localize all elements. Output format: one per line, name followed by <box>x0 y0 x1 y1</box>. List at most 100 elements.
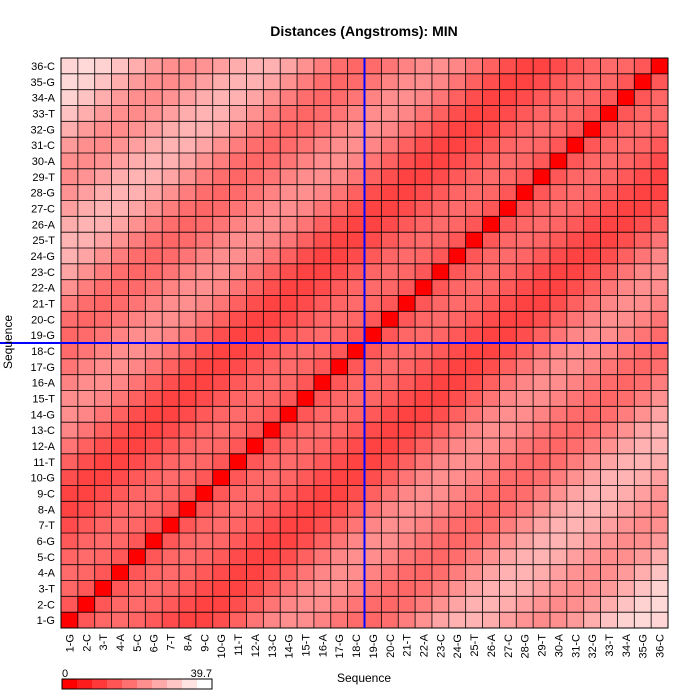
heatmap-cell <box>566 564 584 581</box>
heatmap-cell <box>516 343 534 359</box>
heatmap-cell <box>499 200 517 217</box>
heatmap-cell <box>212 406 230 423</box>
heatmap-cell <box>280 73 298 90</box>
heatmap-cell <box>566 311 584 328</box>
heatmap-cell <box>145 422 163 438</box>
heatmap-cell <box>128 153 146 169</box>
heatmap-cell <box>313 58 331 74</box>
heatmap-cell <box>566 295 584 312</box>
heatmap-cell <box>448 200 466 217</box>
heatmap-cell <box>263 73 281 90</box>
heatmap-cell <box>246 533 264 549</box>
heatmap-cell <box>651 564 668 581</box>
heatmap-cell <box>128 311 146 328</box>
heatmap-cell <box>516 390 534 407</box>
legend-swatch <box>92 679 108 689</box>
heatmap-cell <box>431 232 449 248</box>
heatmap-cell <box>111 121 129 138</box>
heatmap-cell <box>61 390 78 407</box>
heatmap-cell <box>128 501 146 518</box>
heatmap-cell <box>651 517 668 533</box>
heatmap-cell <box>280 184 298 201</box>
heatmap-cell <box>364 406 382 423</box>
heatmap-cell <box>212 232 230 248</box>
heatmap-cell <box>128 564 146 581</box>
heatmap-cell <box>566 422 584 438</box>
heatmap-cell <box>415 533 432 549</box>
heatmap-cell <box>482 137 500 153</box>
y-tick-label: 3-T <box>39 583 56 595</box>
heatmap-cell <box>347 548 365 565</box>
heatmap-cell <box>415 311 432 328</box>
heatmap-cell <box>448 533 466 549</box>
heatmap-cell <box>94 58 112 74</box>
heatmap-cell <box>128 533 146 549</box>
heatmap-cell <box>499 580 517 597</box>
heatmap-cell <box>364 485 382 502</box>
heatmap-cell <box>179 248 196 264</box>
heatmap-cell <box>94 406 112 423</box>
heatmap-cell <box>617 263 635 280</box>
heatmap-cell <box>313 279 331 296</box>
heatmap-cell <box>179 406 196 423</box>
heatmap-cell <box>246 216 264 233</box>
heatmap-cell <box>263 153 281 169</box>
heatmap-cell <box>600 564 618 581</box>
heatmap-cell <box>549 596 567 613</box>
heatmap-cell <box>482 596 500 613</box>
heatmap-cell <box>617 295 635 312</box>
heatmap-cell <box>128 121 146 138</box>
heatmap-cell <box>297 422 314 438</box>
heatmap-cell <box>179 58 196 74</box>
heatmap-cell <box>482 548 500 565</box>
heatmap-cell <box>246 453 264 470</box>
heatmap-cell <box>128 485 146 502</box>
heatmap-cell <box>179 327 196 343</box>
y-tick-label: 26-A <box>32 219 56 231</box>
heatmap-cell <box>549 184 567 201</box>
heatmap-cell <box>128 248 146 264</box>
heatmap-cell <box>482 200 500 217</box>
heatmap-cell <box>448 596 466 613</box>
heatmap-cell <box>77 327 95 343</box>
heatmap-cell <box>398 438 416 454</box>
heatmap-cell <box>128 612 146 628</box>
heatmap-cell <box>212 438 230 454</box>
heatmap-cell <box>229 168 247 185</box>
heatmap-cell <box>617 358 635 375</box>
heatmap-cell <box>398 168 416 185</box>
heatmap-cell <box>465 374 483 391</box>
y-tick-label: 34-A <box>32 93 56 105</box>
heatmap-cell <box>415 153 432 169</box>
heatmap-cell <box>330 343 348 359</box>
heatmap-cell <box>61 311 78 328</box>
heatmap-cell <box>364 564 382 581</box>
heatmap-cell <box>533 374 550 391</box>
heatmap-cell <box>431 422 449 438</box>
heatmap-cell <box>482 121 500 138</box>
heatmap-cell <box>61 248 78 264</box>
x-tick-label: 1-G <box>64 634 76 652</box>
heatmap-cell <box>263 612 281 628</box>
heatmap-cell <box>330 517 348 533</box>
heatmap-cell <box>600 279 618 296</box>
heatmap-cell <box>61 501 78 518</box>
heatmap-cell <box>347 406 365 423</box>
heatmap-cell <box>448 580 466 597</box>
heatmap-cell <box>212 501 230 518</box>
heatmap-cell <box>566 58 584 74</box>
heatmap-cell <box>381 485 399 502</box>
heatmap-cell <box>499 564 517 581</box>
heatmap-cell <box>145 311 163 328</box>
y-tick-label: 30-A <box>32 156 56 168</box>
heatmap-cell <box>651 469 668 486</box>
heatmap-cell <box>77 200 95 217</box>
heatmap-cell <box>431 343 449 359</box>
x-tick-label: 11-T <box>233 634 245 656</box>
heatmap-cell <box>61 232 78 248</box>
heatmap-cell <box>330 216 348 233</box>
x-tick-label: 8-A <box>182 633 194 651</box>
y-tick-label: 10-G <box>31 473 55 485</box>
y-tick-label: 32-G <box>31 124 55 136</box>
